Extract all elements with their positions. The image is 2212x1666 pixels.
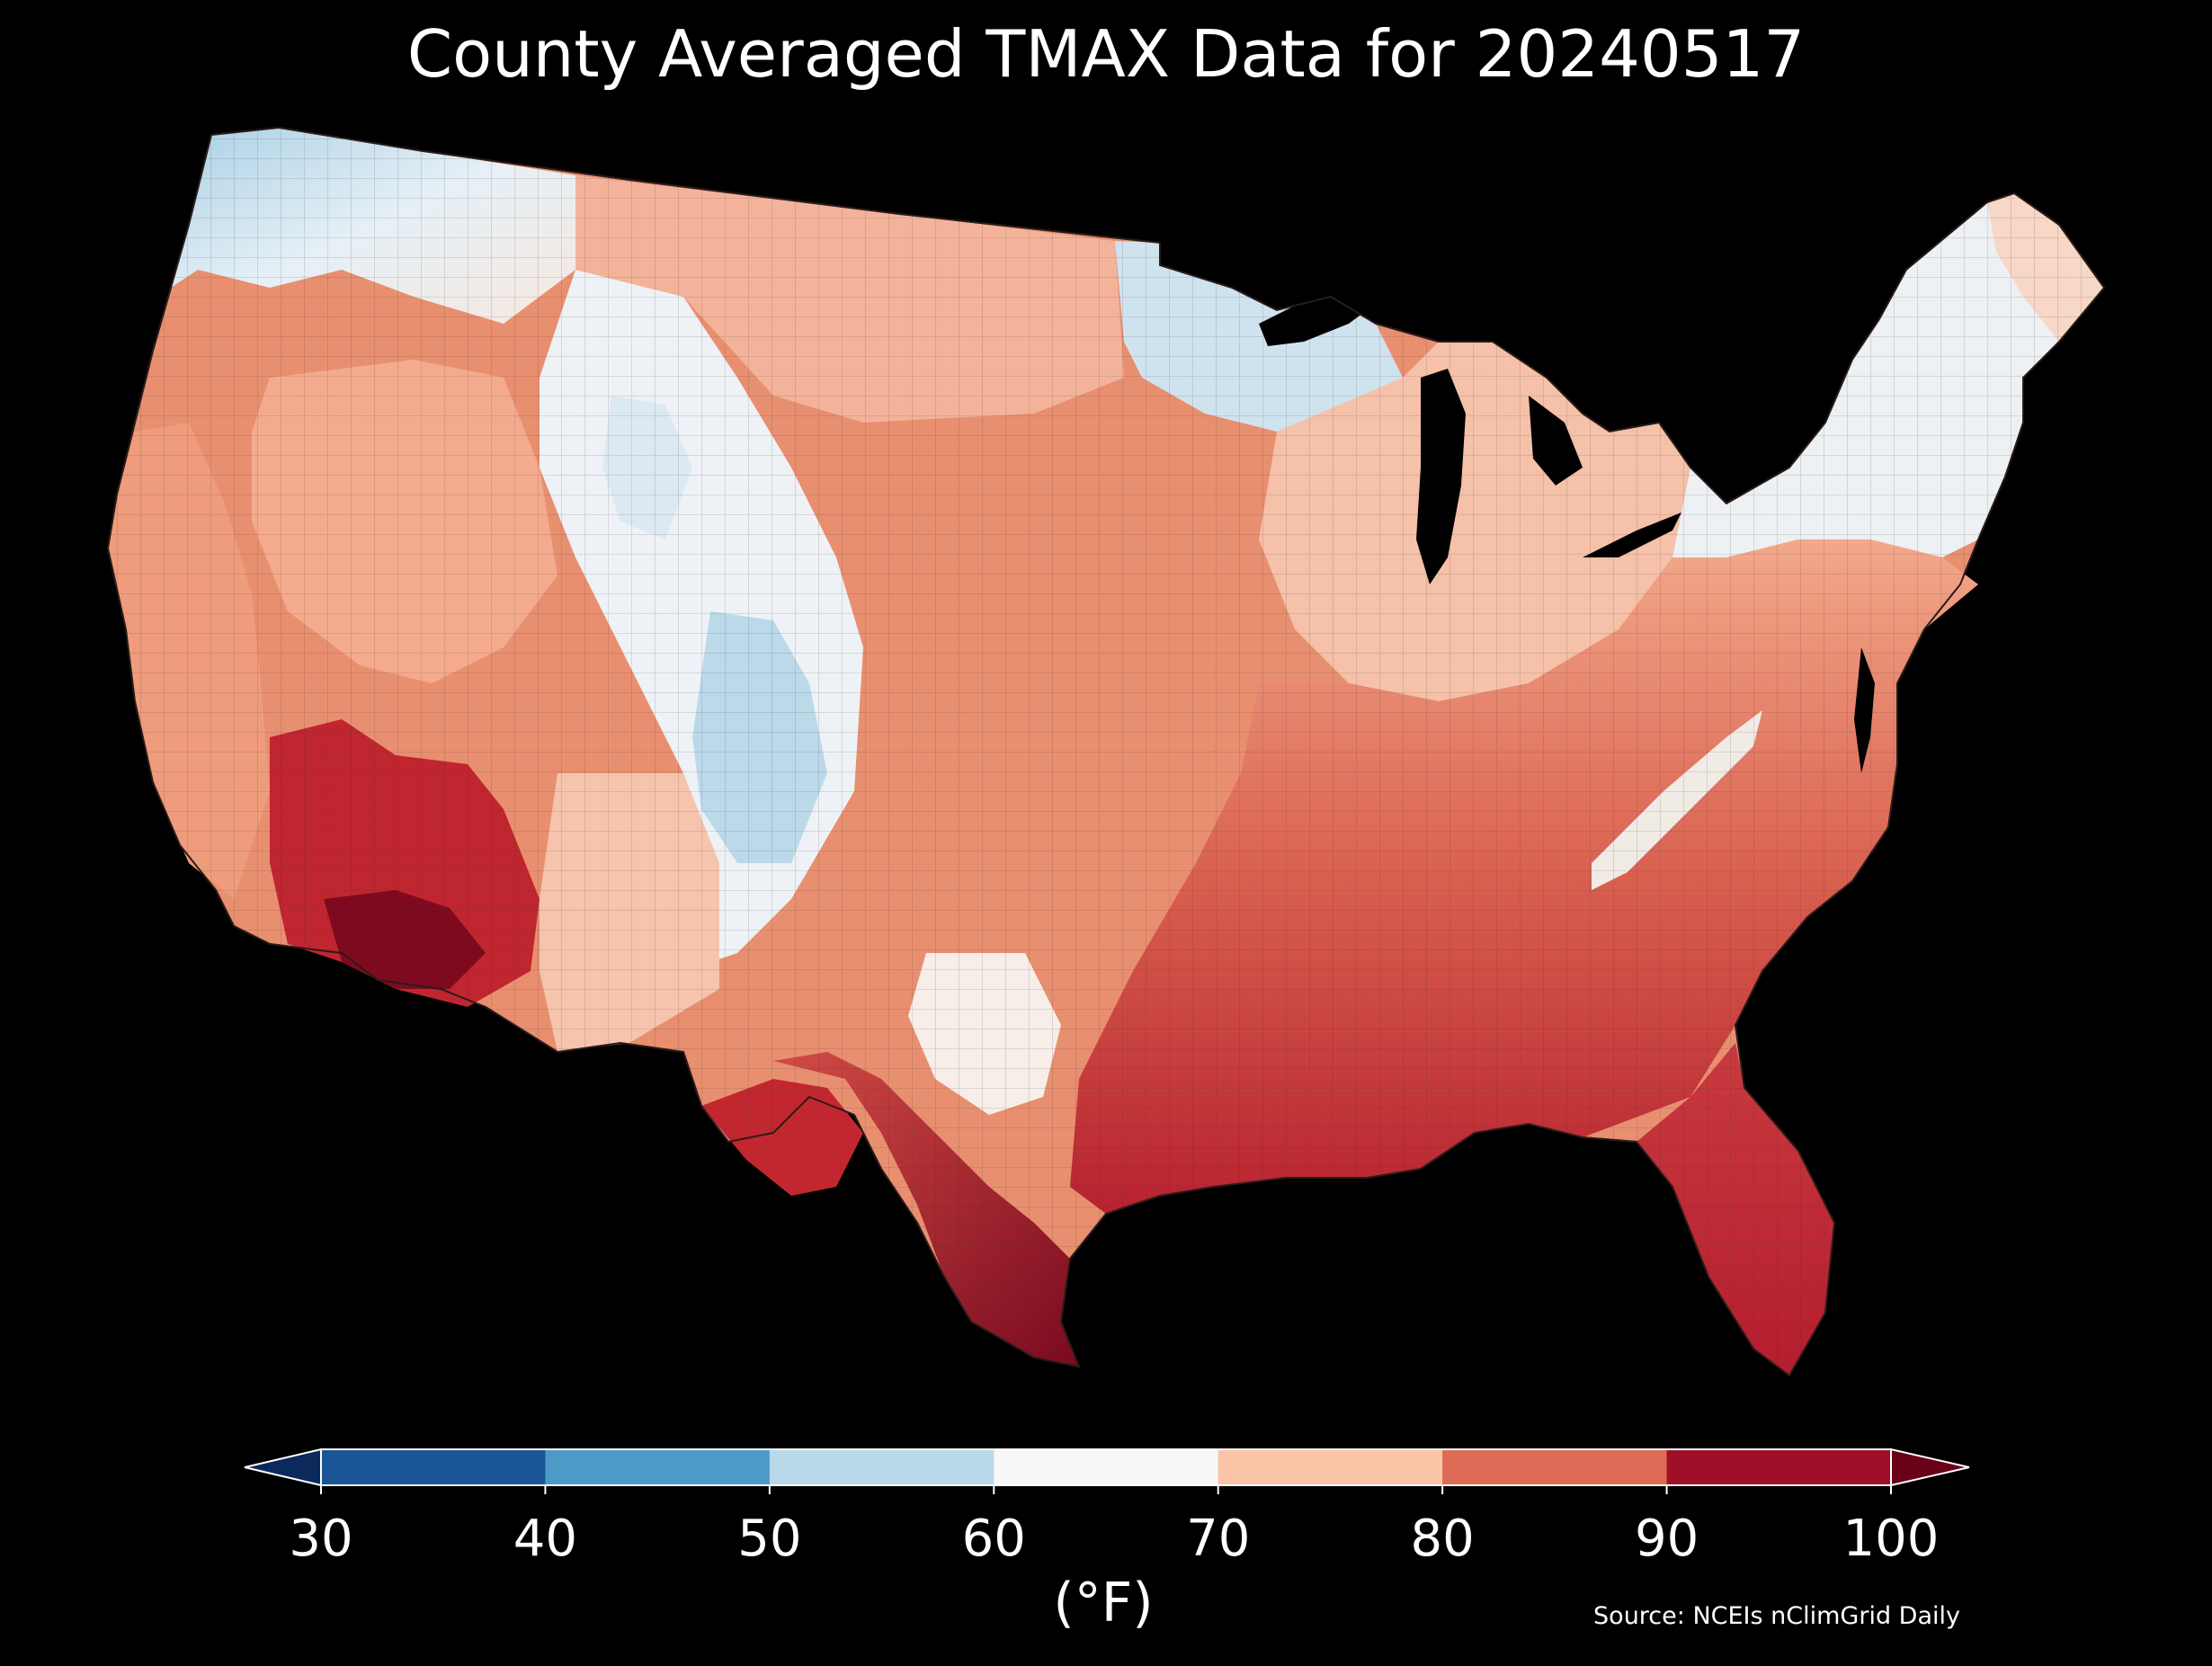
colorbar-tick-label: 80 — [1411, 1510, 1475, 1568]
colorbar-over-arrow — [1890, 1448, 1970, 1487]
colorbar-under-arrow — [244, 1448, 322, 1487]
colorbar-tick-label: 70 — [1186, 1510, 1250, 1568]
colorbar-tick-label: 40 — [513, 1510, 577, 1568]
colorbar-tick-label: 100 — [1843, 1510, 1940, 1568]
chesapeake-bay — [1854, 647, 1875, 773]
colorbar-segment — [1217, 1449, 1443, 1485]
colorbar-ticks: 30 40 50 60 70 80 90 100 — [289, 1485, 1939, 1568]
conus-outline — [106, 126, 2106, 1377]
colorbar-segment — [994, 1449, 1219, 1485]
colorbar-tick-label: 90 — [1635, 1510, 1699, 1568]
colorbar-tick-label: 50 — [737, 1510, 801, 1568]
source-attribution: Source: NCEIs nClimGrid Daily — [1593, 1602, 1960, 1630]
colorbar-segment — [1666, 1449, 1892, 1485]
colorbar-segment — [545, 1449, 771, 1485]
colorbar-segment — [321, 1449, 546, 1485]
county-boundaries — [108, 128, 2104, 1376]
colorbar-segment — [769, 1449, 995, 1485]
lake-huron — [1529, 396, 1583, 486]
colorbar-segment — [1442, 1449, 1668, 1485]
colorbar-tick-label: 60 — [962, 1510, 1026, 1568]
colorbar-segments — [321, 1449, 1892, 1485]
colorbar-tick-label: 30 — [289, 1510, 352, 1568]
colorbar-unit-label: (°F) — [1053, 1572, 1154, 1635]
colorbar-frame — [320, 1448, 1892, 1486]
lake-erie — [1583, 512, 1681, 557]
map-title: County Averaged TMAX Data for 20240517 — [406, 16, 1806, 92]
lake-michigan — [1416, 369, 1466, 584]
lake-superior — [1259, 279, 1385, 346]
